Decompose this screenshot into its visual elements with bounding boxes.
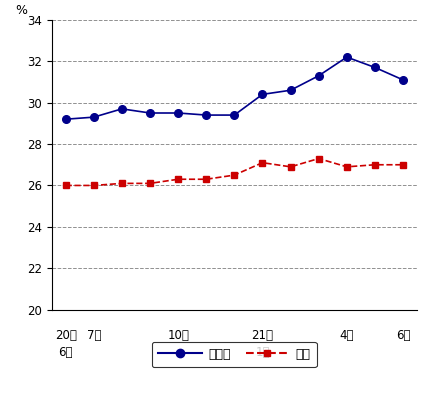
Text: 6月: 6月 bbox=[58, 346, 73, 359]
Text: 6月: 6月 bbox=[396, 329, 410, 342]
Text: %: % bbox=[15, 4, 27, 17]
Text: 7月: 7月 bbox=[86, 329, 101, 342]
Text: 21年: 21年 bbox=[252, 329, 273, 342]
Text: 20年: 20年 bbox=[55, 329, 77, 342]
Text: 1月: 1月 bbox=[255, 346, 270, 359]
Legend: 岐阜県, 全国: 岐阜県, 全国 bbox=[152, 342, 317, 367]
Text: 4月: 4月 bbox=[340, 329, 354, 342]
Text: 10月: 10月 bbox=[167, 329, 189, 342]
